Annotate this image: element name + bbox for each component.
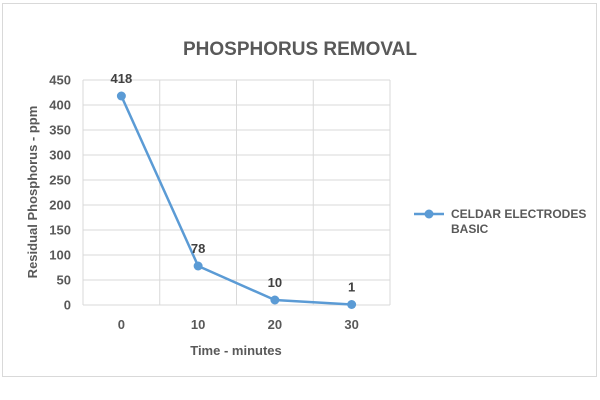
data-point [347,300,357,309]
x-tick-label: 10 [191,317,205,332]
legend-label-line: CELDAR ELECTRODES [451,207,586,221]
y-tick-label: 50 [57,273,71,288]
y-tick-label: 400 [49,98,71,113]
x-axis-title: Time - minutes [190,343,282,358]
x-tick-label: 30 [344,317,358,332]
y-axis-title: Residual Phosphorus - ppm [25,106,40,279]
y-tick-labels: 0 50 100 150 200 250 300 350 400 450 [49,73,71,313]
y-tick-label: 200 [49,198,71,213]
legend-marker [424,209,434,219]
data-label: 418 [111,71,133,86]
legend-label: CELDAR ELECTRODES BASIC [451,207,586,236]
data-point [193,261,203,271]
y-tick-label: 450 [49,73,71,88]
data-point [270,295,280,305]
series-line [120,94,353,306]
data-point [116,91,126,101]
y-tick-label: 0 [64,298,71,313]
x-tick-label: 20 [268,317,282,332]
x-tick-labels: 0 10 20 30 [118,317,359,332]
data-label: 10 [268,275,282,290]
series-group: 418 78 10 1 [111,71,357,309]
legend: CELDAR ELECTRODES BASIC [414,207,586,236]
chart-frame [2,3,597,377]
legend-label-line: BASIC [451,222,489,236]
y-tick-label: 250 [49,173,71,188]
x-tick-label: 0 [118,317,125,332]
y-tick-label: 300 [49,148,71,163]
data-label: 1 [348,280,355,295]
chart-title: PHOSPHORUS REMOVAL [183,39,417,60]
y-tick-label: 350 [49,123,71,138]
y-tick-label: 150 [49,223,71,238]
y-tick-label: 100 [49,248,71,263]
data-label: 78 [191,241,205,256]
